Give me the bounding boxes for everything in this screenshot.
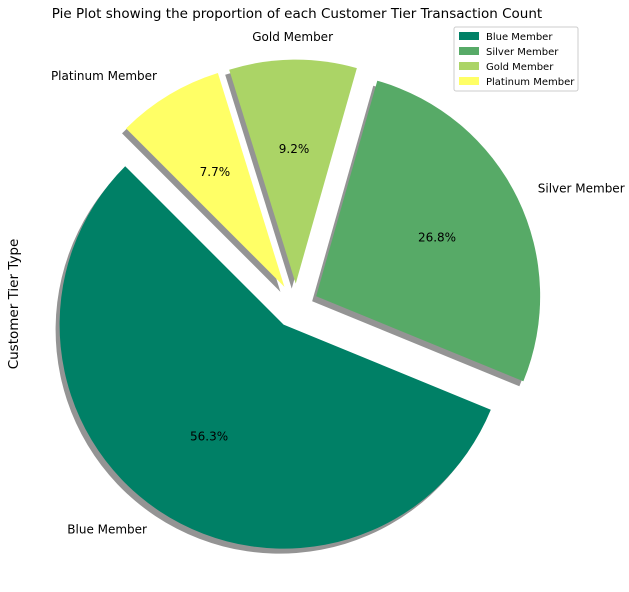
- legend-frame: [453, 26, 579, 92]
- legend-label-silver-member: Silver Member: [486, 47, 559, 58]
- slice-blue-member: [59, 166, 491, 549]
- chart-title: Pie Plot showing the proportion of each …: [52, 6, 542, 22]
- percent-label-gold-member: 9.2%: [279, 142, 310, 156]
- legend: Blue Member Silver Member Gold Member Plati…: [453, 26, 579, 92]
- slice-platinum-member: [126, 72, 285, 287]
- category-label-silver-member: Silver Member: [538, 182, 625, 196]
- legend-swatch-gold-member: [459, 62, 479, 70]
- legend-label-gold-member: Gold Member: [486, 62, 554, 73]
- percent-label-platinum-member: 7.7%: [200, 165, 231, 179]
- category-label-gold-member: Gold Member: [252, 30, 333, 44]
- slice-silver-member: [316, 80, 541, 382]
- y-axis-label: Customer Tier Type: [6, 239, 22, 370]
- percent-label-blue-member: 56.3%: [190, 430, 228, 444]
- slice-labels: 56.3% Blue Member 26.8% Silver Member 9.2% Go…: [51, 30, 625, 537]
- pie-slices: [59, 59, 541, 549]
- legend-swatch-silver-member: [459, 47, 479, 55]
- legend-label-blue-member: Blue Member: [486, 32, 553, 43]
- legend-swatch-blue-member: [459, 32, 479, 40]
- category-label-blue-member: Blue Member: [67, 523, 147, 537]
- legend-label-platinum-member: Platinum Member: [486, 77, 575, 88]
- percent-label-silver-member: 26.8%: [418, 230, 456, 244]
- category-label-platinum-member: Platinum Member: [51, 69, 157, 83]
- legend-swatch-platinum-member: [459, 77, 479, 85]
- slice-gold-member: [229, 59, 357, 284]
